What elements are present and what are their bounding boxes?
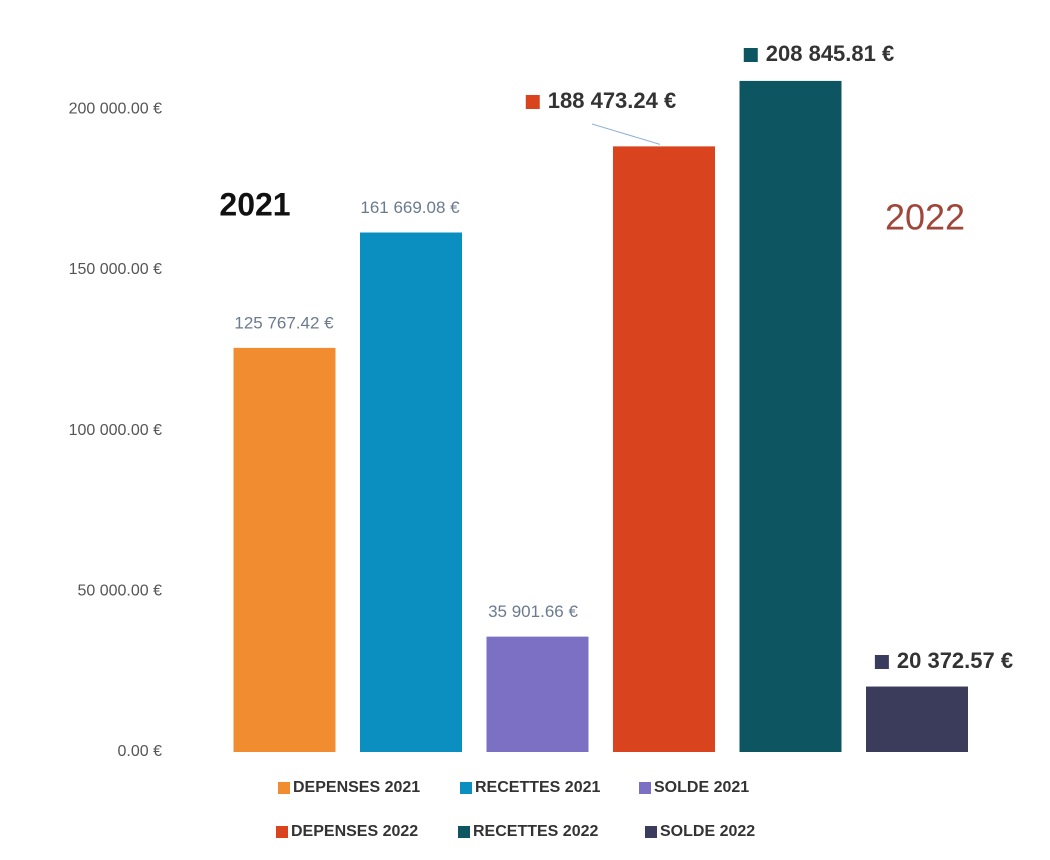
- value-label: 35 901.66 €: [488, 602, 578, 621]
- legend-swatch: [645, 826, 657, 838]
- bar: [613, 146, 715, 752]
- legend-swatch: [460, 782, 472, 794]
- value-label: 208 845.81 €: [766, 41, 894, 66]
- bar: [360, 232, 462, 752]
- value-label-marker: [525, 95, 540, 109]
- legend-label: DEPENSES 2021: [293, 779, 420, 796]
- y-tick-label: 100 000.00 €: [69, 422, 163, 439]
- y-tick-label: 50 000.00 €: [77, 583, 162, 600]
- bar: [866, 686, 968, 752]
- value-label-marker: [874, 655, 889, 669]
- legend-label: SOLDE 2021: [654, 779, 749, 796]
- value-label: 188 473.24 €: [548, 88, 676, 113]
- legend-swatch: [278, 782, 290, 794]
- y-tick-label: 0.00 €: [118, 743, 163, 760]
- y-tick-label: 150 000.00 €: [69, 261, 163, 278]
- legend-label: DEPENSES 2022: [291, 823, 418, 840]
- bar: [739, 80, 842, 752]
- y-tick-label: 200 000.00 €: [69, 101, 163, 118]
- legend-label: SOLDE 2022: [660, 823, 755, 840]
- leader-line: [591, 123, 661, 145]
- bar: [486, 636, 589, 752]
- legend-swatch: [276, 826, 288, 838]
- legend-label: RECETTES 2022: [473, 823, 598, 840]
- legend-swatch: [458, 826, 470, 838]
- value-label: 20 372.57 €: [897, 648, 1013, 673]
- legend-swatch: [639, 782, 651, 794]
- value-label: 161 669.08 €: [360, 198, 460, 217]
- annotation: 2022: [885, 197, 965, 238]
- value-label: 125 767.42 €: [234, 313, 334, 332]
- legend-label: RECETTES 2021: [475, 779, 600, 796]
- annotation: 2021: [219, 186, 290, 222]
- bar: [233, 347, 336, 752]
- value-label-marker: [743, 48, 758, 62]
